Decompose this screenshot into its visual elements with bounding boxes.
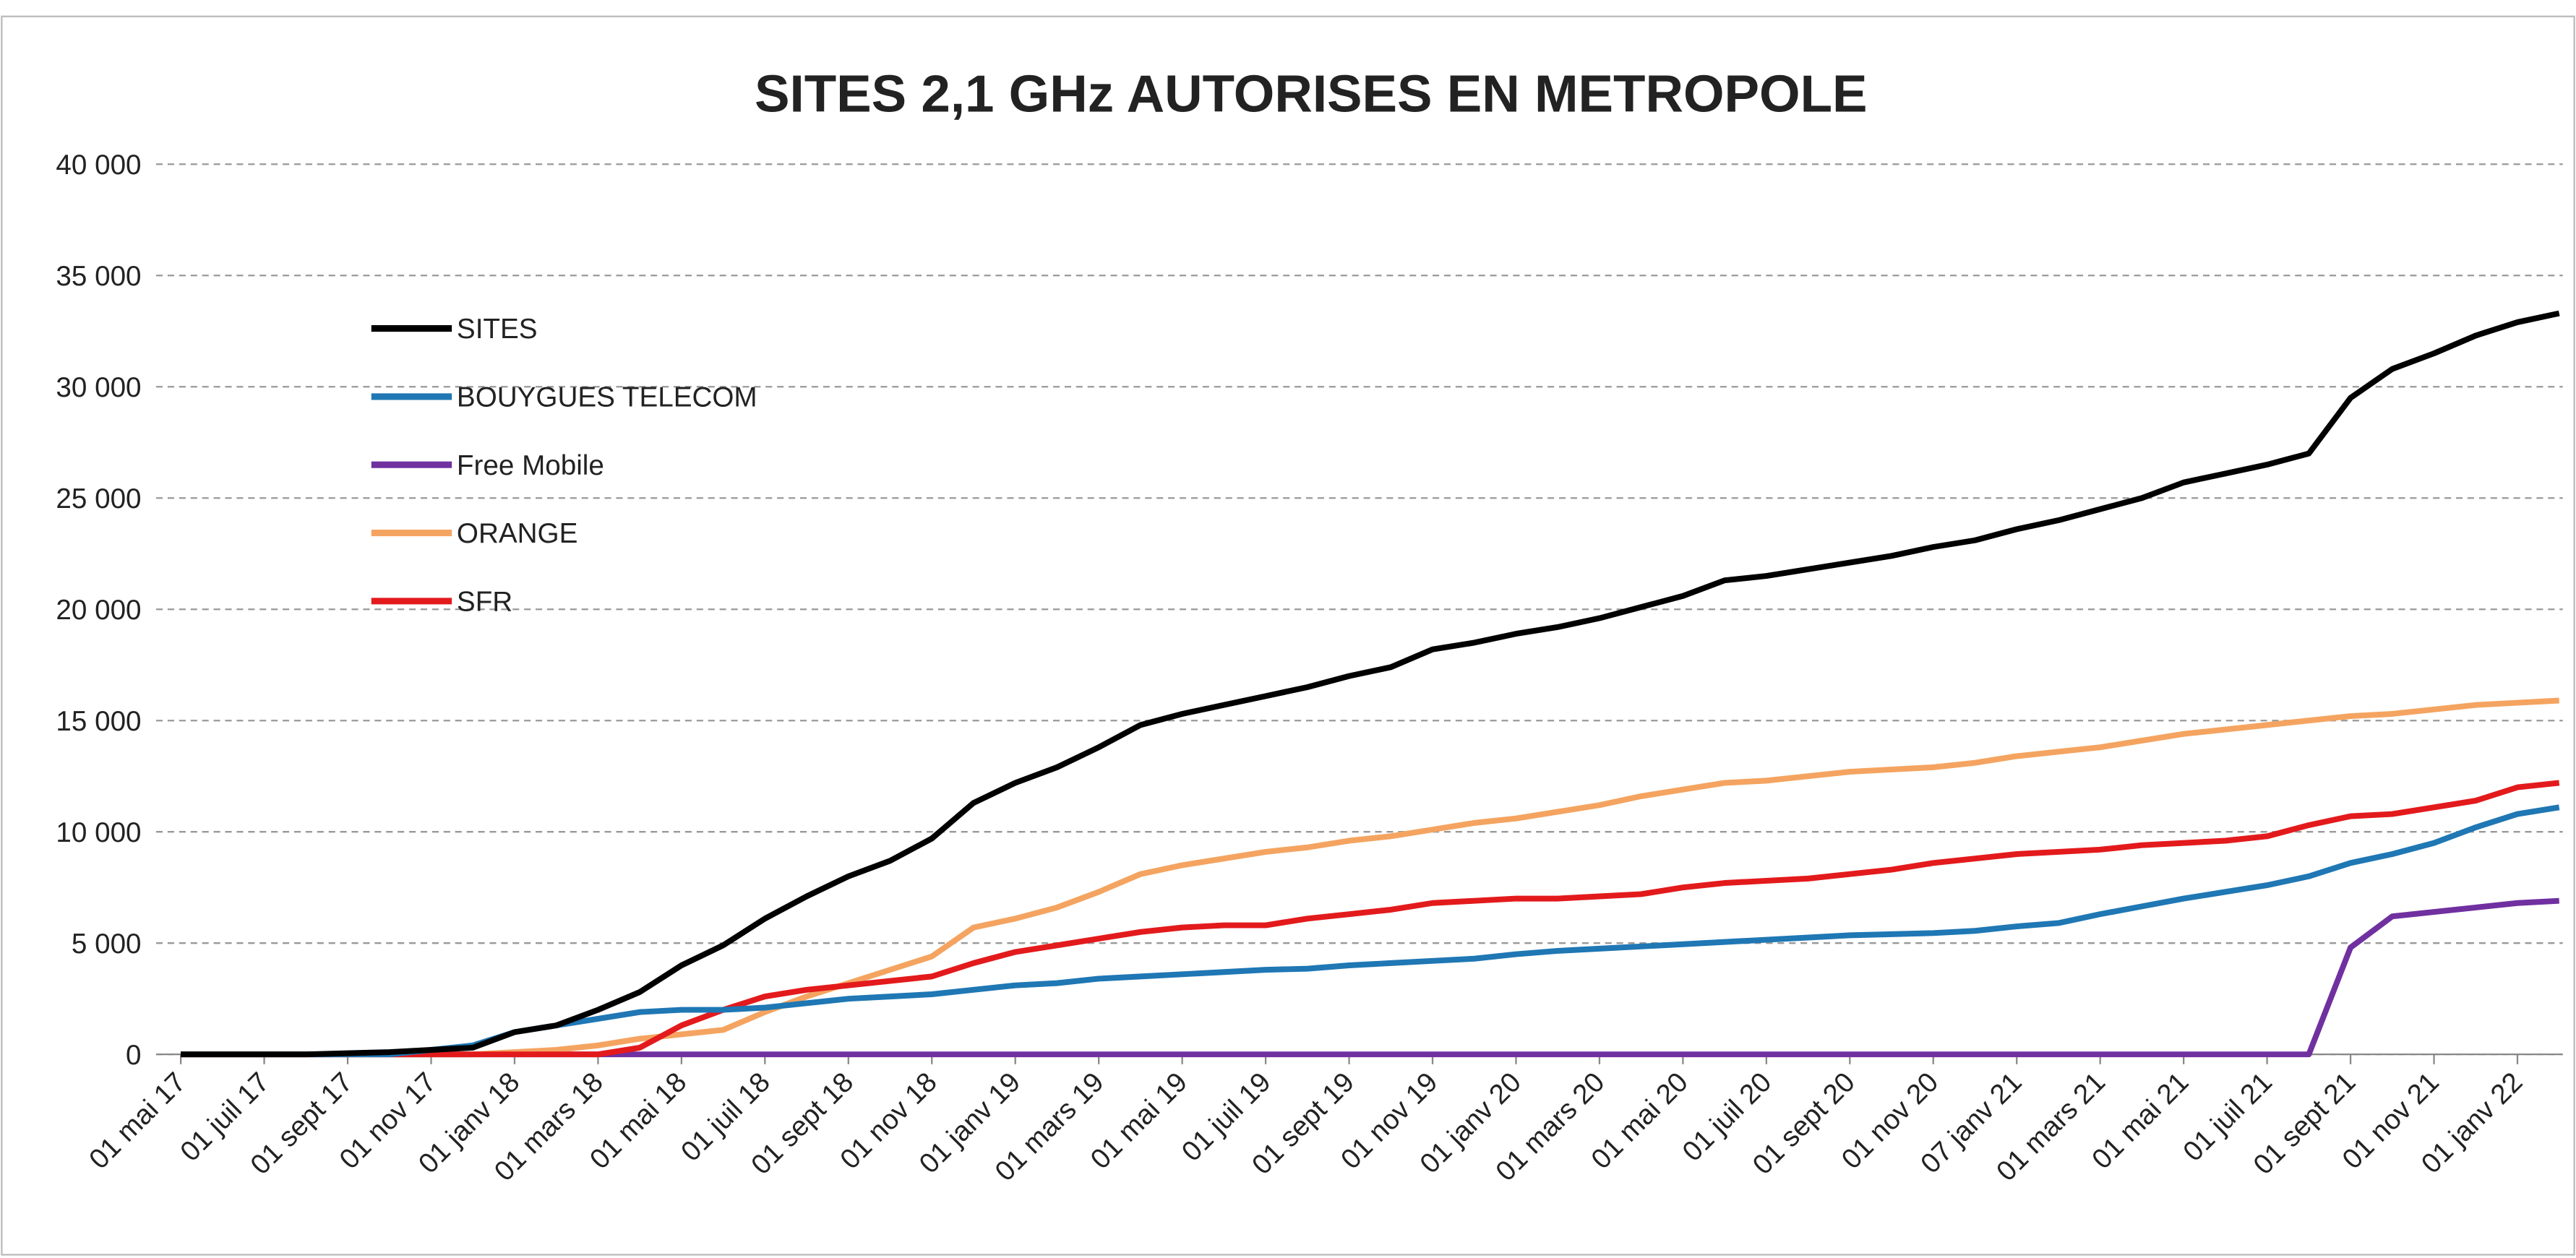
- series-line: [181, 310, 2560, 1058]
- y-tick-label: 5 000: [72, 929, 142, 960]
- y-tick-label: 0: [126, 1040, 141, 1071]
- chart-title: SITES 2,1 GHz AUTORISES EN METROPOLE: [755, 65, 1868, 124]
- y-tick-label: 15 000: [56, 706, 141, 737]
- chart-frame: [1, 15, 2575, 1256]
- y-tick-label: 20 000: [56, 595, 141, 626]
- legend-label: SFR: [457, 586, 512, 617]
- legend-label: SITES: [457, 314, 538, 345]
- y-tick-label: 10 000: [56, 817, 141, 848]
- y-tick-label: 25 000: [56, 483, 141, 514]
- legend-label: BOUYGUES TELECOM: [457, 382, 757, 413]
- series-line: [181, 804, 2560, 1058]
- series-line: [181, 697, 2559, 1058]
- y-tick-label: 40 000: [56, 150, 141, 181]
- y-tick-label: 30 000: [56, 372, 141, 403]
- legend-label: Free Mobile: [457, 450, 604, 481]
- y-tick-label: 35 000: [56, 261, 141, 292]
- legend-label: ORANGE: [457, 518, 578, 549]
- series-line: [181, 780, 2560, 1058]
